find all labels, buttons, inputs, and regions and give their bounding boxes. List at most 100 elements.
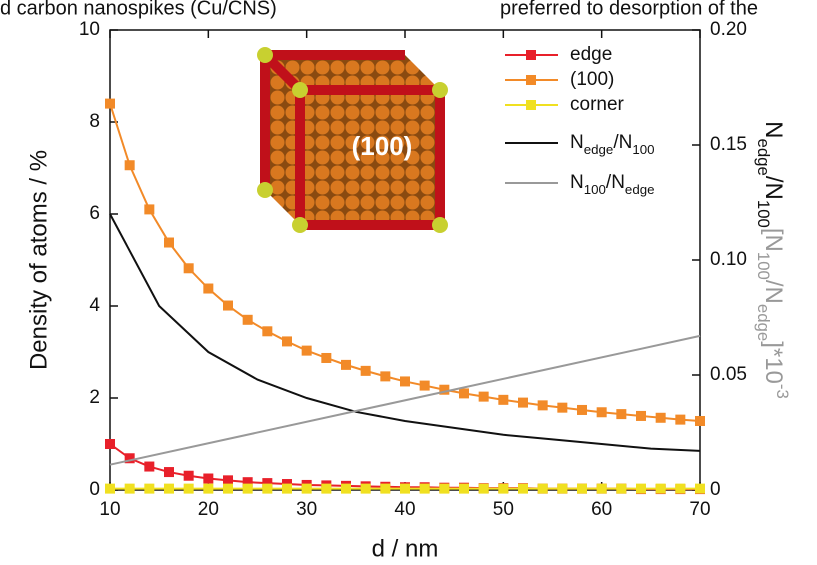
marker	[518, 398, 528, 408]
y2-axis-label: Nedge/N100[N100/Nedge]*10-3	[754, 121, 792, 399]
legend-marker	[526, 100, 536, 110]
marker	[636, 411, 646, 421]
marker	[223, 301, 233, 311]
x-tick-label: 10	[99, 499, 120, 520]
subscript: edge	[584, 142, 614, 157]
marker	[518, 484, 528, 494]
x-tick-label: 20	[198, 499, 219, 520]
marker	[321, 353, 331, 363]
y2-tick-label: 0.05	[710, 364, 747, 385]
inset-label: (100)	[352, 131, 413, 161]
marker	[380, 371, 390, 381]
text-part: /N	[760, 280, 787, 304]
marker	[439, 484, 449, 494]
marker	[498, 395, 508, 405]
marker	[616, 484, 626, 494]
legend-label: (100)	[570, 69, 614, 90]
subscript: 100	[584, 182, 606, 197]
legend-label: N100/Nedge	[570, 172, 655, 197]
marker	[597, 484, 607, 494]
marker	[144, 484, 154, 494]
text-part: N	[570, 172, 584, 193]
marker	[616, 409, 626, 419]
x-tick-label: 30	[296, 499, 317, 520]
y2-tick-label: 0.10	[710, 249, 747, 270]
y-tick-label: 4	[89, 295, 100, 316]
marker	[262, 326, 272, 336]
text-part: ]*10	[760, 341, 787, 384]
marker	[184, 263, 194, 273]
marker	[302, 346, 312, 356]
clipped-text: preferred to desorption of the	[500, 0, 758, 19]
marker	[341, 484, 351, 494]
marker	[302, 484, 312, 494]
marker	[125, 484, 135, 494]
x-tick-label: 40	[394, 499, 415, 520]
subscript: -3	[773, 384, 792, 399]
legend-label: edge	[570, 44, 612, 65]
y-tick-label: 8	[89, 111, 100, 132]
marker	[203, 284, 213, 294]
marker	[577, 405, 587, 415]
legend-label: Nedge/N100	[570, 132, 655, 157]
x-tick-label: 70	[689, 499, 710, 520]
marker	[105, 484, 115, 494]
text-part: /N	[760, 176, 787, 200]
subscript: 100	[632, 142, 654, 157]
marker	[243, 315, 253, 325]
marker	[243, 484, 253, 494]
text-part: /N	[613, 132, 632, 153]
marker	[695, 484, 705, 494]
marker	[164, 238, 174, 248]
y-tick-label: 0	[89, 479, 100, 500]
marker	[203, 474, 213, 484]
marker	[420, 484, 430, 494]
marker	[144, 462, 154, 472]
subscript: 100	[754, 252, 773, 280]
marker	[636, 484, 646, 494]
marker	[184, 471, 194, 481]
legend-label: corner	[570, 94, 625, 115]
x-axis-label: d / nm	[372, 535, 439, 562]
legend-marker	[526, 50, 536, 60]
marker	[105, 99, 115, 109]
subscript: edge	[625, 182, 655, 197]
text-part: [N	[760, 228, 787, 252]
marker	[675, 415, 685, 425]
marker	[597, 407, 607, 417]
y-tick-label: 10	[79, 19, 100, 40]
marker	[479, 484, 489, 494]
marker	[223, 484, 233, 494]
marker	[164, 484, 174, 494]
x-tick-label: 60	[591, 499, 612, 520]
marker	[577, 484, 587, 494]
marker	[184, 484, 194, 494]
marker	[144, 204, 154, 214]
inset-cube: (100)	[257, 47, 448, 233]
y2-tick-label: 0	[710, 479, 721, 500]
marker	[400, 376, 410, 386]
marker	[459, 484, 469, 494]
y-axis-label: Density of atoms / %	[25, 150, 52, 370]
x-tick-label: 50	[493, 499, 514, 520]
marker	[282, 336, 292, 346]
marker	[164, 467, 174, 477]
marker	[459, 388, 469, 398]
marker	[538, 484, 548, 494]
marker	[262, 484, 272, 494]
marker	[695, 416, 705, 426]
marker	[361, 366, 371, 376]
clipped-text: d carbon nanospikes (Cu/CNS)	[0, 0, 277, 19]
marker	[498, 484, 508, 494]
text-part: N	[570, 132, 584, 153]
text-part: /N	[606, 172, 625, 193]
subscript: edge	[754, 139, 773, 176]
marker	[361, 484, 371, 494]
marker	[282, 484, 292, 494]
marker	[380, 484, 390, 494]
y2-tick-label: 0.15	[710, 134, 747, 155]
text-part: N	[760, 121, 787, 138]
legend-marker	[526, 75, 536, 85]
y-tick-label: 2	[89, 387, 100, 408]
marker	[538, 400, 548, 410]
